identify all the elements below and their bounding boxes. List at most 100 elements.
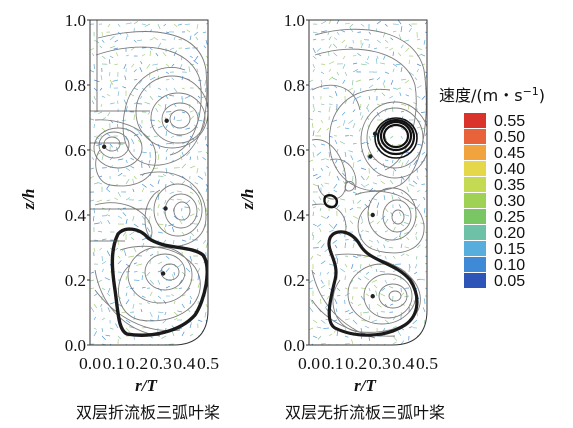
velocity-vector [360, 183, 366, 188]
velocity-vector [399, 234, 402, 241]
velocity-vector [352, 199, 355, 204]
velocity-vector [205, 63, 208, 67]
velocity-vector [125, 197, 131, 201]
velocity-vector [107, 307, 111, 313]
velocity-vector [376, 239, 380, 244]
velocity-vector [93, 135, 100, 140]
velocity-vector [93, 239, 98, 241]
velocity-vector [316, 151, 322, 156]
velocity-vector [176, 119, 183, 122]
velocity-vector [106, 188, 111, 193]
right-y-axis-label: z/h [238, 189, 257, 211]
velocity-vector [416, 126, 421, 129]
velocity-vector [132, 178, 135, 185]
velocity-vector [108, 71, 111, 77]
x-tick-label: 0.5 [416, 354, 438, 373]
velocity-vector [173, 103, 177, 107]
velocity-vector [117, 255, 121, 259]
velocity-vector [320, 79, 323, 84]
velocity-vector [350, 155, 354, 161]
velocity-vector [384, 71, 390, 74]
velocity-vector [164, 103, 167, 110]
left-vessel-outline [89, 19, 209, 346]
velocity-vector [184, 23, 191, 26]
velocity-vector [133, 271, 138, 273]
velocity-vector [397, 330, 402, 337]
velocity-vector [328, 20, 333, 25]
velocity-vector [424, 261, 427, 265]
velocity-vector [336, 294, 341, 297]
velocity-vector [180, 63, 183, 69]
velocity-vector [392, 68, 395, 73]
velocity-vector [365, 230, 370, 233]
velocity-vector [352, 62, 358, 65]
velocity-vector [125, 178, 130, 185]
velocity-vector [125, 36, 128, 41]
legend-label: 0.50 [494, 129, 525, 146]
velocity-vector [178, 219, 183, 225]
velocity-vector [344, 207, 347, 213]
velocity-vector [380, 180, 386, 185]
velocity-vector [310, 87, 314, 90]
velocity-vector [185, 127, 191, 130]
velocity-vector [117, 167, 119, 172]
velocity-vector [360, 23, 365, 27]
velocity-vector [169, 191, 175, 195]
velocity-vector [332, 77, 338, 81]
velocity-vector [128, 255, 135, 258]
velocity-vector [384, 159, 389, 161]
velocity-vector [424, 326, 427, 329]
velocity-vector [189, 323, 192, 329]
x-tick-label: 0.4 [392, 354, 415, 373]
velocity-vector [186, 151, 191, 157]
velocity-vector [187, 78, 191, 81]
velocity-vector [366, 154, 370, 161]
velocity-vector [204, 223, 207, 228]
velocity-vector [336, 125, 341, 129]
velocity-vector [400, 178, 403, 185]
velocity-vector [157, 204, 160, 209]
velocity-vector [344, 263, 348, 268]
velocity-vector [101, 238, 107, 241]
velocity-vector [100, 75, 103, 81]
velocity-vector [320, 158, 326, 161]
velocity-vector [398, 211, 402, 217]
velocity-vector [147, 111, 151, 115]
velocity-vector [328, 36, 332, 41]
velocity-vector [328, 333, 333, 337]
velocity-vector [364, 276, 370, 281]
velocity-vector [398, 159, 402, 164]
velocity-vector [397, 196, 402, 201]
velocity-vector [413, 343, 418, 345]
velocity-vector [141, 151, 147, 154]
velocity-vector [196, 167, 199, 174]
velocity-vector [357, 277, 362, 281]
velocity-vector [101, 268, 105, 273]
y-tick-label: 1.0 [284, 11, 305, 30]
velocity-vector [392, 236, 398, 241]
velocity-vector [405, 47, 410, 53]
velocity-vector [124, 75, 127, 81]
velocity-vector [310, 299, 314, 305]
velocity-vector [171, 330, 175, 337]
legend-label: 0.10 [494, 257, 525, 274]
velocity-vector [312, 335, 318, 339]
velocity-vector [408, 23, 412, 27]
velocity-vector [165, 285, 170, 289]
velocity-vector [97, 181, 103, 185]
velocity-vector [165, 156, 167, 161]
velocity-vector [398, 204, 402, 209]
velocity-vector [382, 82, 386, 89]
velocity-vector [193, 31, 199, 36]
velocity-vector [416, 95, 421, 99]
velocity-vector [125, 276, 128, 281]
velocity-vector [312, 211, 314, 217]
velocity-vector [98, 230, 103, 233]
velocity-vector [197, 199, 201, 206]
velocity-vector [376, 39, 381, 44]
velocity-vector [392, 167, 397, 172]
velocity-vector [312, 63, 315, 69]
velocity-vector [112, 79, 119, 82]
velocity-vector [100, 220, 103, 225]
velocity-vector [197, 207, 201, 211]
